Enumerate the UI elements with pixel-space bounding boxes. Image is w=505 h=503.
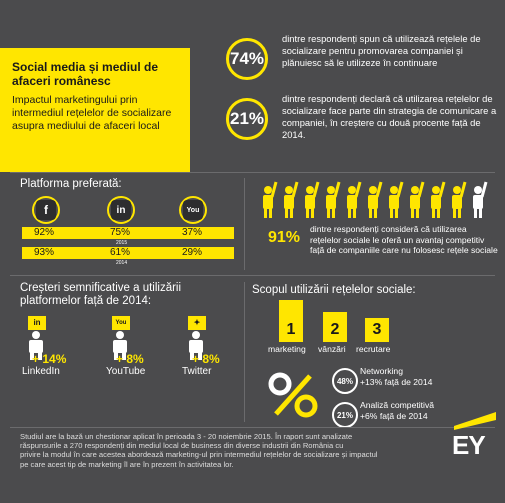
person-icon (284, 181, 299, 218)
growth-twitter-value: + 8% (192, 352, 220, 366)
growth-youtube-value: + 8% (116, 352, 144, 366)
growth-linkedin-value: + 14% (32, 352, 67, 366)
header-cutout (190, 0, 216, 172)
header-cutout-top (0, 0, 190, 48)
person-icon (263, 181, 278, 218)
ey-logo-text: EY (452, 430, 486, 460)
linkedin-ring: in (107, 196, 135, 224)
pct-2014-linkedin: 61% (110, 247, 131, 258)
header-corner (180, 48, 190, 58)
networking-line2: +13% față de 2014 (360, 377, 433, 387)
facebook-icon: f (36, 200, 56, 220)
divider-horizontal-1 (10, 172, 495, 173)
header-card: Social media și mediul de afaceri române… (4, 54, 184, 158)
pct-2015-facebook: 92% (34, 227, 55, 238)
footer-text: Studiul are la bază un chestionar aplica… (20, 432, 440, 469)
youtube-ring: You (179, 196, 207, 224)
divider-horizontal-2 (10, 275, 495, 276)
person-icon (347, 181, 362, 218)
stat-74-circle: 74% (226, 38, 268, 80)
youtube-icon: You (112, 316, 130, 330)
person-icon (368, 181, 383, 218)
bar-2015 (22, 227, 234, 239)
rank-1-label: marketing (268, 344, 306, 354)
rank-1-box: 1 (279, 300, 303, 342)
pct-2015-linkedin: 75% (110, 227, 131, 238)
divider-vertical-1 (244, 178, 245, 270)
stat-21-text: dintre respondenți declară că utilizarea… (282, 93, 497, 140)
pct-2014-facebook: 93% (34, 247, 55, 258)
person-icon (305, 181, 320, 218)
footer-line: răspunsurile a 270 respondenți din mediu… (20, 441, 344, 451)
stat-21-circle: 21% (226, 98, 268, 140)
analiza-circle: 21% (332, 402, 358, 428)
pct-2014-youtube: 29% (182, 247, 203, 258)
percent-symbol-icon (268, 372, 318, 418)
advantage-text: dintre respondenți consideră că utilizar… (310, 224, 498, 255)
advantage-value: 91% (268, 229, 301, 246)
twitter-icon: ✦ (188, 316, 206, 330)
person-figure (113, 331, 127, 360)
person-icon (326, 181, 341, 218)
youtube-icon: You (183, 200, 203, 220)
year-2015: 2015 (116, 240, 128, 246)
growth-twitter-name: Twitter (182, 366, 212, 377)
platform-title: Platforma preferată: (20, 178, 122, 190)
rank-2-box: 2 (323, 312, 347, 342)
analiza-line2: +6% față de 2014 (360, 411, 428, 421)
growth-linkedin: in + 14% LinkedIn (22, 316, 66, 377)
person-icon (452, 181, 467, 218)
growth-title: Creșteri semnificative a utilizării plat… (20, 282, 182, 307)
person-figure (29, 331, 43, 360)
divider-vertical-2 (244, 282, 245, 422)
divider-horizontal-3 (10, 427, 495, 428)
stat-74-text: dintre respondenți spun că utilizează re… (282, 33, 481, 68)
footer-line: Studiul are la bază un chestionar aplica… (20, 432, 353, 441)
bar-2014 (22, 247, 234, 259)
pct-2015-youtube: 37% (182, 227, 203, 238)
person-icon (389, 181, 404, 218)
person-figure (189, 331, 203, 360)
growth-youtube-name: YouTube (106, 366, 146, 377)
person-icon (473, 181, 488, 218)
linkedin-icon: in (111, 200, 131, 220)
analiza-line1: Analiză competitivă (360, 400, 435, 410)
footer-line: pe care acest tip de marketing îl are în… (20, 459, 234, 469)
person-icon (410, 181, 425, 218)
growth-linkedin-name: LinkedIn (22, 366, 60, 377)
footer-line: privire la modul în care acestea abordea… (20, 450, 378, 460)
ey-logo (454, 412, 496, 430)
networking-line1: Networking (360, 366, 403, 376)
rank-3-box: 3 (365, 318, 389, 342)
people-row (263, 181, 488, 218)
rank-3-label: recrutare (356, 344, 391, 354)
header-subtitle: Impactul marketingului prin intermediul … (12, 94, 172, 132)
facebook-ring: f (32, 196, 60, 224)
networking-circle: 48% (332, 368, 358, 394)
purpose-title: Scopul utilizării rețelelor sociale: (252, 284, 416, 296)
growth-youtube: You + 8% YouTube (106, 316, 145, 377)
growth-twitter: ✦ + 8% Twitter (182, 316, 220, 377)
linkedin-icon: in (28, 316, 46, 330)
rank-2-label: vânzări (318, 344, 346, 354)
person-icon (431, 181, 446, 218)
year-2014: 2014 (116, 260, 128, 266)
header-title: Social media și mediul de afaceri române… (12, 60, 159, 88)
